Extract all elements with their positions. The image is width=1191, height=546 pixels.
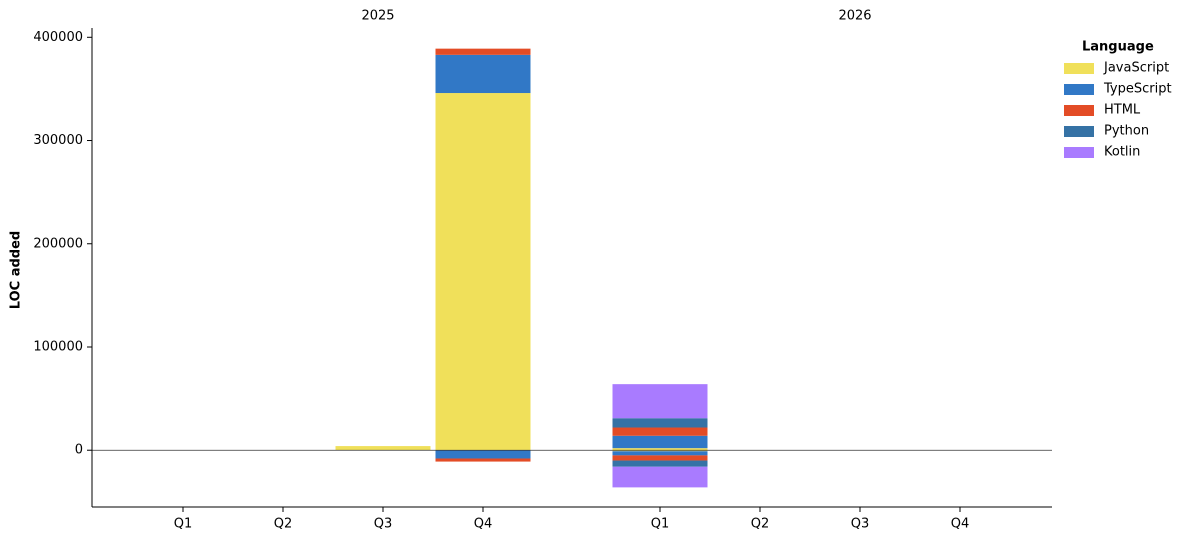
- y-tick-label: 0: [75, 443, 83, 458]
- x-tick-label: Q2: [751, 517, 770, 532]
- bar-segment: [612, 460, 708, 467]
- legend-label: HTML: [1104, 103, 1141, 118]
- bar-segment: [612, 466, 708, 488]
- bar-segment: [612, 451, 708, 456]
- bar-segment: [612, 448, 708, 451]
- y-tick-label: 300000: [33, 133, 83, 148]
- group-label: 2025: [361, 9, 394, 24]
- legend-swatch: [1064, 147, 1094, 158]
- legend-swatch: [1064, 84, 1094, 95]
- y-tick-label: 400000: [33, 30, 83, 45]
- x-tick-label: Q4: [951, 517, 970, 532]
- x-tick-label: Q2: [274, 517, 293, 532]
- bar-segment: [612, 435, 708, 449]
- legend-swatch: [1064, 126, 1094, 137]
- bar-segment: [435, 450, 531, 459]
- group-label: 2026: [838, 9, 871, 24]
- x-tick-label: Q4: [474, 517, 493, 532]
- legend-label: Python: [1104, 124, 1149, 139]
- x-tick-label: Q1: [651, 517, 670, 532]
- legend-label: JavaScript: [1103, 61, 1169, 76]
- bar-segment: [612, 427, 708, 436]
- y-axis-label: LOC added: [9, 231, 24, 309]
- legend-swatch: [1064, 105, 1094, 116]
- bar-segment: [435, 48, 531, 55]
- bar-segment: [335, 446, 431, 451]
- bar-segment: [435, 54, 531, 94]
- bar-segment: [612, 455, 708, 461]
- legend-label: Kotlin: [1104, 145, 1140, 160]
- bar-segment: [612, 418, 708, 428]
- x-tick-label: Q1: [174, 517, 193, 532]
- bar-segment: [435, 458, 531, 462]
- bar-segment: [612, 384, 708, 419]
- legend-title: Language: [1082, 40, 1154, 55]
- legend-label: TypeScript: [1103, 82, 1172, 97]
- x-tick-label: Q3: [374, 517, 393, 532]
- bar-segment: [435, 93, 531, 451]
- legend-swatch: [1064, 63, 1094, 74]
- y-tick-label: 100000: [33, 339, 83, 354]
- x-tick-label: Q3: [851, 517, 870, 532]
- y-tick-label: 200000: [33, 236, 83, 251]
- bar-segment: [612, 450, 708, 452]
